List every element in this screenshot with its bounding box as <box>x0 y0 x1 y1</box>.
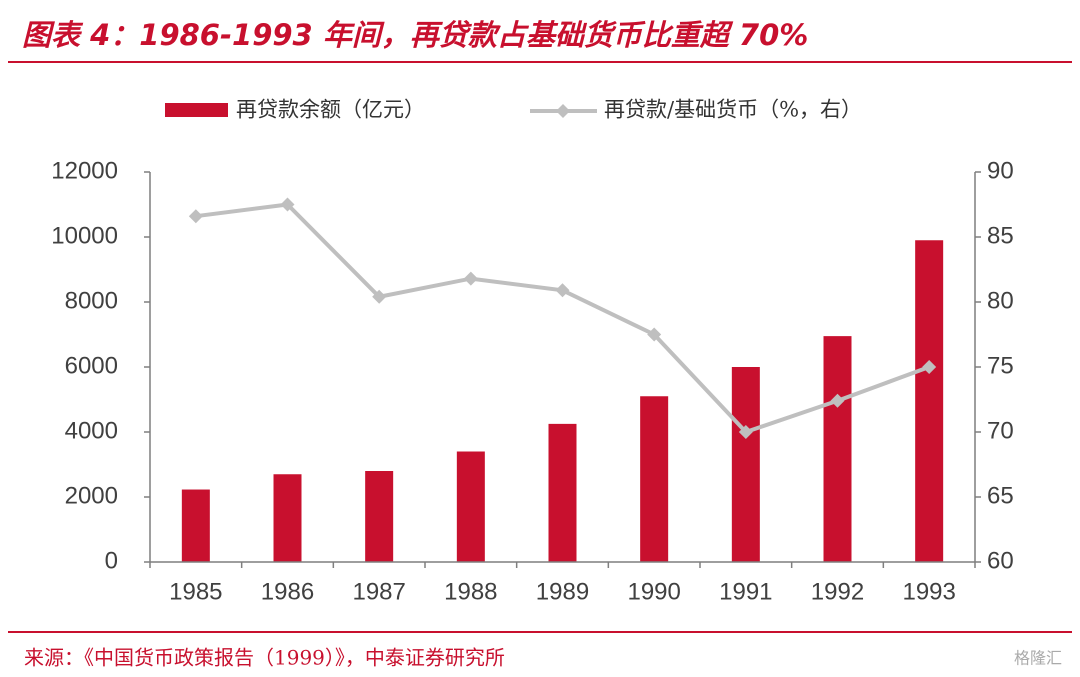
y2-tick-label: 65 <box>987 482 1014 509</box>
y-tick-label: 2000 <box>65 482 118 509</box>
x-tick-label: 1985 <box>169 578 222 605</box>
y2-tick-label: 75 <box>987 352 1014 379</box>
bar <box>456 451 485 562</box>
line-marker <box>922 360 937 374</box>
x-tick-label: 1987 <box>352 578 405 605</box>
bar <box>365 471 394 562</box>
legend-swatch <box>165 103 228 117</box>
line <box>195 202 930 435</box>
line-marker <box>830 393 845 408</box>
line-marker <box>463 271 478 286</box>
y-tick-label: 10000 <box>51 222 118 249</box>
x-tick-label: 1991 <box>719 578 772 605</box>
legend-label: 再贷款余额（亿元） <box>236 98 425 122</box>
line-marker <box>280 197 295 212</box>
bar <box>548 423 577 562</box>
x-tick-label: 1993 <box>902 578 955 605</box>
line-marker <box>738 425 753 439</box>
watermark: 格隆汇 <box>1014 649 1062 668</box>
bar <box>915 240 944 562</box>
bar <box>731 367 760 562</box>
source: 来源：《中国货币政策报告（1999）》，中泰证券研究所 <box>24 646 505 670</box>
x-tick-label: 1989 <box>536 578 589 605</box>
y2-tick-label: 90 <box>987 157 1014 184</box>
x-tick-label: 1990 <box>627 578 680 605</box>
y2-tick-label: 60 <box>987 547 1014 574</box>
y2-tick-label: 85 <box>987 222 1014 249</box>
line-marker <box>647 327 662 342</box>
chart-title: 图表 4：1986-1993 年间，再贷款占基础货币比重超 70% <box>22 18 808 52</box>
bar <box>640 396 669 562</box>
bar <box>273 474 302 562</box>
x-tick-label: 1992 <box>811 578 864 605</box>
y2-tick-label: 70 <box>987 417 1014 444</box>
legend-marker <box>556 104 570 118</box>
legend-label: 再贷款/基础货币（%，右） <box>604 98 862 122</box>
y-tick-label: 0 <box>105 547 118 574</box>
x-tick-label: 1988 <box>444 578 497 605</box>
y-tick-label: 4000 <box>65 417 118 444</box>
y-tick-label: 8000 <box>65 287 118 314</box>
line-marker <box>188 209 203 224</box>
line-marker <box>372 289 387 304</box>
line-marker <box>555 283 570 298</box>
y2-tick-label: 80 <box>987 287 1014 314</box>
bar <box>823 336 852 562</box>
bar <box>181 489 210 562</box>
y-tick-label: 12000 <box>51 157 118 184</box>
x-tick-label: 1986 <box>261 578 314 605</box>
y-tick-label: 6000 <box>65 352 118 379</box>
